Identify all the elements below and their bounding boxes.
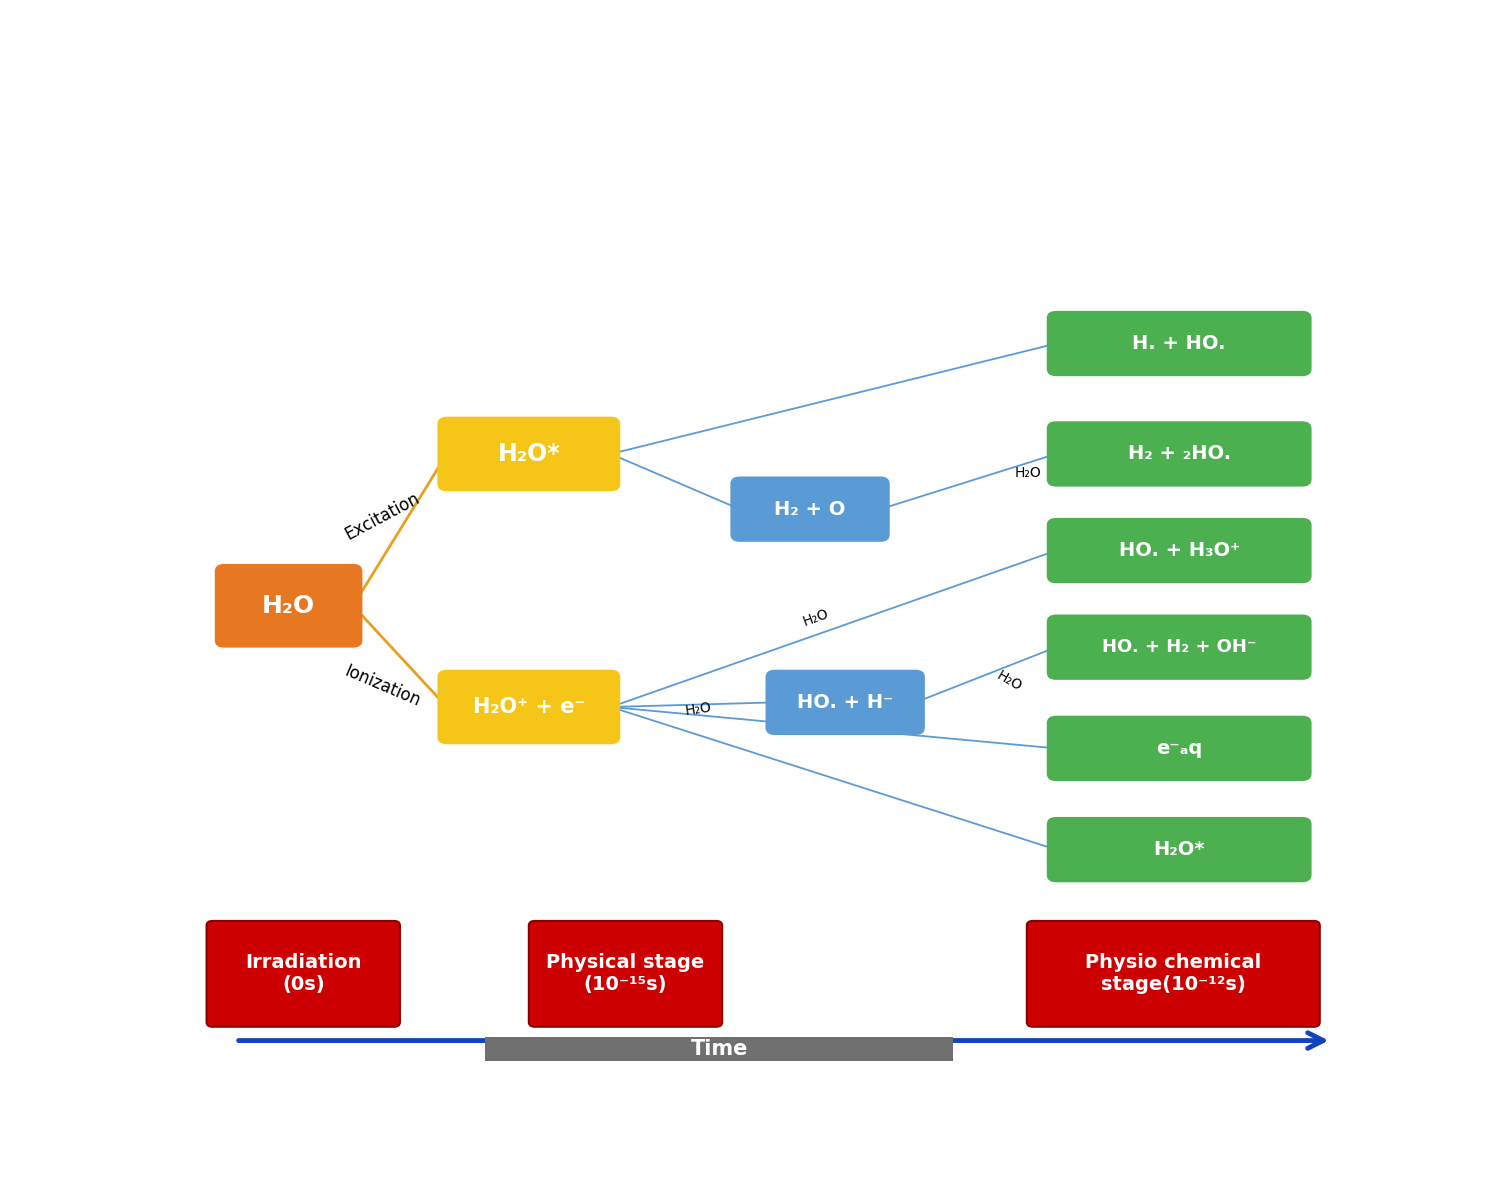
Text: HO. + H⁻: HO. + H⁻ bbox=[797, 693, 894, 712]
FancyBboxPatch shape bbox=[1046, 422, 1311, 486]
Text: H₂O*: H₂O* bbox=[1154, 840, 1205, 859]
Text: H₂ + O: H₂ + O bbox=[774, 500, 845, 519]
FancyBboxPatch shape bbox=[1046, 614, 1311, 680]
FancyBboxPatch shape bbox=[765, 669, 925, 735]
Text: Ionization: Ionization bbox=[342, 662, 423, 710]
Text: H₂O*: H₂O* bbox=[497, 442, 561, 466]
FancyBboxPatch shape bbox=[1046, 517, 1311, 583]
FancyBboxPatch shape bbox=[215, 564, 363, 648]
FancyBboxPatch shape bbox=[437, 417, 620, 491]
Text: H₂O: H₂O bbox=[801, 606, 832, 629]
Text: H₂ + ₂HO.: H₂ + ₂HO. bbox=[1128, 445, 1231, 464]
FancyBboxPatch shape bbox=[529, 921, 723, 1027]
Text: H₂O: H₂O bbox=[1015, 466, 1042, 480]
FancyBboxPatch shape bbox=[1046, 716, 1311, 782]
Text: Time: Time bbox=[691, 1038, 748, 1059]
Text: e⁻ₐq: e⁻ₐq bbox=[1157, 739, 1202, 758]
Text: Physical stage
(10⁻¹⁵s): Physical stage (10⁻¹⁵s) bbox=[546, 954, 705, 994]
Text: H. + HO.: H. + HO. bbox=[1132, 335, 1226, 353]
Text: H₂O: H₂O bbox=[262, 594, 314, 618]
FancyBboxPatch shape bbox=[207, 921, 399, 1027]
FancyBboxPatch shape bbox=[437, 669, 620, 744]
Text: H₂O: H₂O bbox=[685, 700, 714, 718]
FancyBboxPatch shape bbox=[1046, 817, 1311, 882]
Text: HO. + H₃O⁺: HO. + H₃O⁺ bbox=[1119, 541, 1240, 560]
Text: HO. + H₂ + OH⁻: HO. + H₂ + OH⁻ bbox=[1102, 638, 1256, 656]
Text: H₂O⁺ + e⁻: H₂O⁺ + e⁻ bbox=[473, 697, 585, 717]
FancyBboxPatch shape bbox=[1027, 921, 1320, 1027]
FancyBboxPatch shape bbox=[730, 477, 889, 541]
Text: H₂O: H₂O bbox=[995, 669, 1024, 694]
FancyBboxPatch shape bbox=[1046, 311, 1311, 376]
Text: Physio chemical
stage(10⁻¹²s): Physio chemical stage(10⁻¹²s) bbox=[1086, 954, 1261, 994]
Text: Irradiation
(0s): Irradiation (0s) bbox=[245, 954, 361, 994]
Text: Excitation: Excitation bbox=[342, 489, 423, 544]
FancyBboxPatch shape bbox=[485, 1037, 953, 1061]
